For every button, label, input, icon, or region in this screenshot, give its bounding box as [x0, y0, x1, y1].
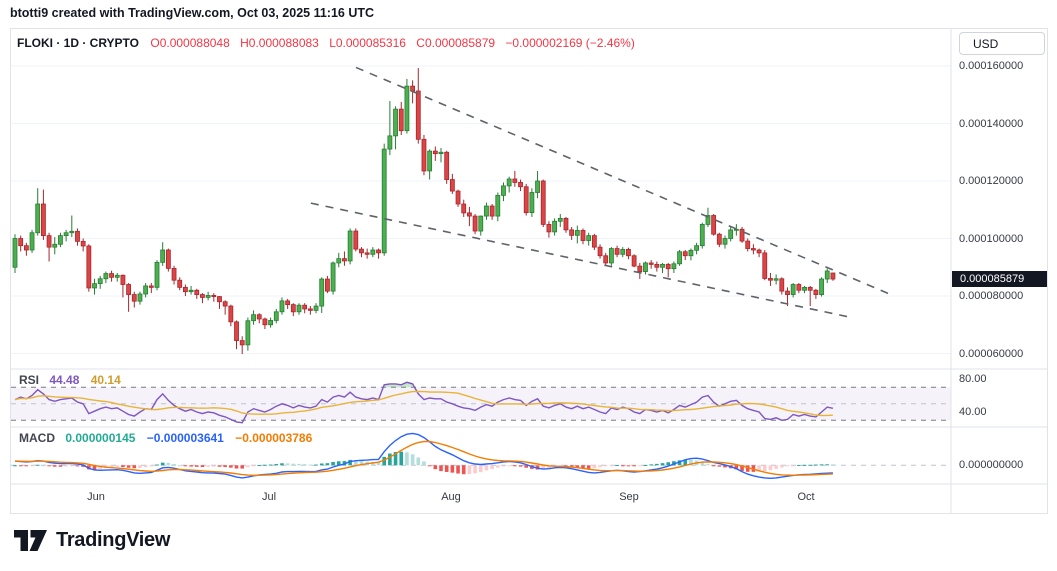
- ohlc-low: L0.000085316: [329, 36, 406, 50]
- symbol-title: FLOKI · 1D · CRYPTO: [17, 36, 140, 50]
- month-label-aug: Aug: [441, 491, 461, 503]
- last-price-badge: 0.000085879: [952, 271, 1047, 288]
- time-axis[interactable]: Jun Jul Aug Sep Oct: [11, 484, 951, 513]
- chart-canvas[interactable]: [11, 29, 1047, 513]
- currency-toggle-button[interactable]: USD: [959, 32, 1045, 55]
- tradingview-logo-mark: [14, 529, 47, 551]
- price-tick-label: 0.000140000: [959, 117, 1024, 130]
- ohlc-open: O0.000088048: [150, 36, 230, 50]
- price-tick-label: 0.000100000: [959, 232, 1024, 245]
- symbol-legend: FLOKI · 1D · CRYPTO O0.000088048 H0.0000…: [17, 36, 642, 50]
- rsi-label: RSI: [19, 373, 40, 387]
- rsi-legend: RSI 44.48 40.14: [19, 373, 129, 387]
- month-label-jun: Jun: [87, 491, 105, 503]
- rsi-value: 44.48: [49, 373, 80, 387]
- macd-signal-value: −0.000003786: [235, 431, 313, 445]
- tradingview-logo[interactable]: TradingView: [14, 529, 170, 552]
- macd-hist-value: 0.000000145: [65, 431, 136, 445]
- price-tick-label: 0.000060000: [959, 347, 1024, 360]
- macd-tick-label: 0.000000000: [959, 459, 1024, 472]
- tradingview-logo-text: TradingView: [56, 529, 171, 551]
- rsi-tick-label: 40.00: [959, 406, 987, 418]
- month-label-oct: Oct: [797, 491, 815, 503]
- price-tick-label: 0.000160000: [959, 60, 1024, 72]
- price-tick-label: 0.000080000: [959, 290, 1024, 302]
- rsi-ma-value: 40.14: [90, 373, 121, 387]
- ohlc-high: H0.000088083: [240, 36, 319, 50]
- macd-legend: MACD 0.000000145 −0.000003641 −0.0000037…: [19, 431, 320, 445]
- macd-line-value: −0.000003641: [146, 431, 224, 445]
- price-change: −0.000002169 (−2.46%): [505, 36, 635, 50]
- price-axis[interactable]: USD 0.000085879 0.000160000 0.000140000 0.…: [951, 29, 1047, 513]
- rsi-tick-label: 80.00: [959, 373, 987, 385]
- ohlc-close: C0.000085879: [416, 36, 496, 50]
- chart-widget: FLOKI · 1D · CRYPTO O0.000088048 H0.0000…: [10, 28, 1048, 514]
- month-label-jul: Jul: [261, 491, 277, 503]
- price-tick-label: 0.000120000: [959, 175, 1024, 187]
- month-label-sep: Sep: [619, 491, 639, 503]
- macd-label: MACD: [19, 431, 55, 445]
- snapshot-attribution: btotti9 created with TradingView.com, Oc…: [10, 6, 375, 20]
